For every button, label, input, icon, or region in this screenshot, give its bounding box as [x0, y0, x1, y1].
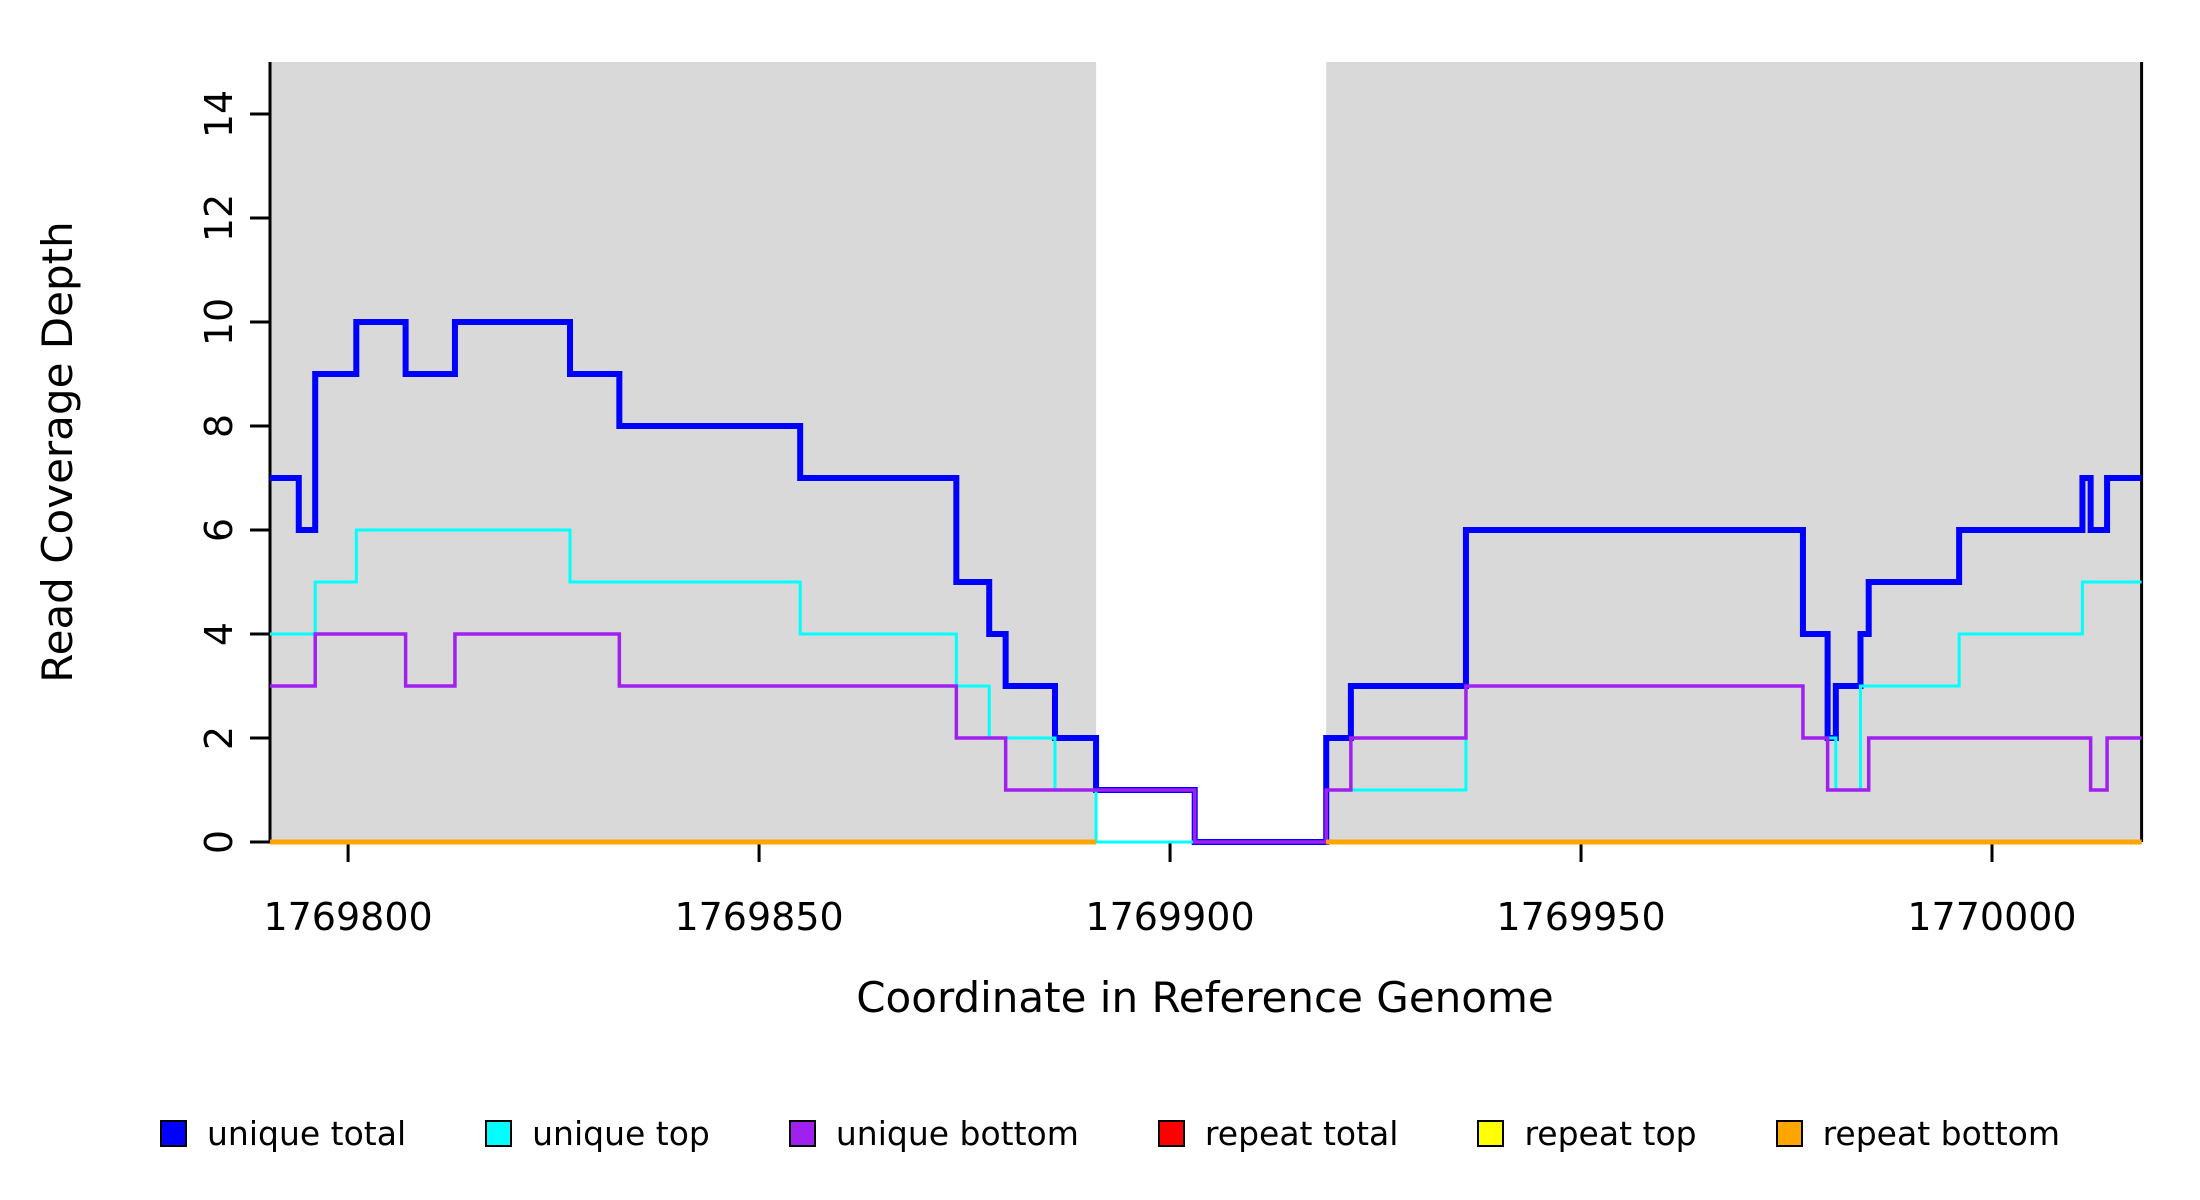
x-tick-label: 1770000 [1907, 895, 2076, 939]
y-tick-label: 2 [197, 726, 241, 750]
coverage-chart: 1769800 1769850 1769900 1769950 1770000 0 2 4 6 8… [33, 62, 2144, 1022]
legend-swatch-repeat-bottom [1775, 1119, 1803, 1147]
y-tick-label: 12 [197, 194, 241, 242]
covered-region-right [1326, 62, 2142, 842]
legend-label: unique total [207, 1113, 407, 1153]
legend-item-repeat-bottom: repeat bottom [1775, 1113, 2060, 1153]
legend-swatch-unique-bottom [788, 1119, 816, 1147]
x-tick-label: 1769800 [263, 895, 432, 939]
legend-label: unique bottom [835, 1113, 1079, 1153]
shaded-regions-layer [270, 62, 2142, 842]
legend-swatch-unique-top [485, 1119, 513, 1147]
y-tick-label: 0 [197, 830, 241, 854]
legend-item-unique-top: unique top [485, 1114, 710, 1153]
series-line-unique-top [270, 528, 2142, 844]
y-tick-label: 14 [197, 90, 241, 138]
y-tick-label: 8 [197, 414, 241, 438]
y-axis-title: Read Coverage Depth [33, 221, 82, 682]
axes-layer: 1769800 1769850 1769900 1769950 1770000 0 2 4 6 8… [197, 62, 2144, 939]
legend-item-repeat-top: repeat top [1477, 1113, 1697, 1153]
series-lines-layer [270, 319, 2142, 845]
legend-swatch-repeat-top [1477, 1119, 1505, 1147]
series-line-unique-bottom [270, 632, 2142, 844]
x-tick-label: 1769850 [674, 895, 843, 939]
legend-label: repeat bottom [1822, 1113, 2060, 1153]
legend-label: unique top [532, 1113, 710, 1153]
x-tick-label: 1769950 [1496, 895, 1665, 939]
y-tick-label: 4 [197, 622, 241, 646]
legend-label: repeat total [1204, 1113, 1399, 1153]
legend-swatch-unique-total [160, 1119, 187, 1147]
legend-swatch-repeat-total [1157, 1119, 1185, 1147]
x-axis-title: Coordinate in Reference Genome [856, 973, 1554, 1022]
x-tick-label: 1769900 [1085, 895, 1254, 939]
legend-item-unique-bottom: unique bottom [788, 1113, 1079, 1153]
legend-item-repeat-total: repeat total [1157, 1113, 1399, 1153]
covered-region-left [270, 62, 1097, 842]
legend: unique total unique top unique bottom repea… [160, 1108, 2060, 1158]
legend-label: repeat top [1524, 1113, 1697, 1153]
legend-item-unique-total: unique total [160, 1114, 406, 1153]
y-tick-label: 6 [197, 518, 241, 542]
y-tick-label: 10 [197, 298, 241, 346]
